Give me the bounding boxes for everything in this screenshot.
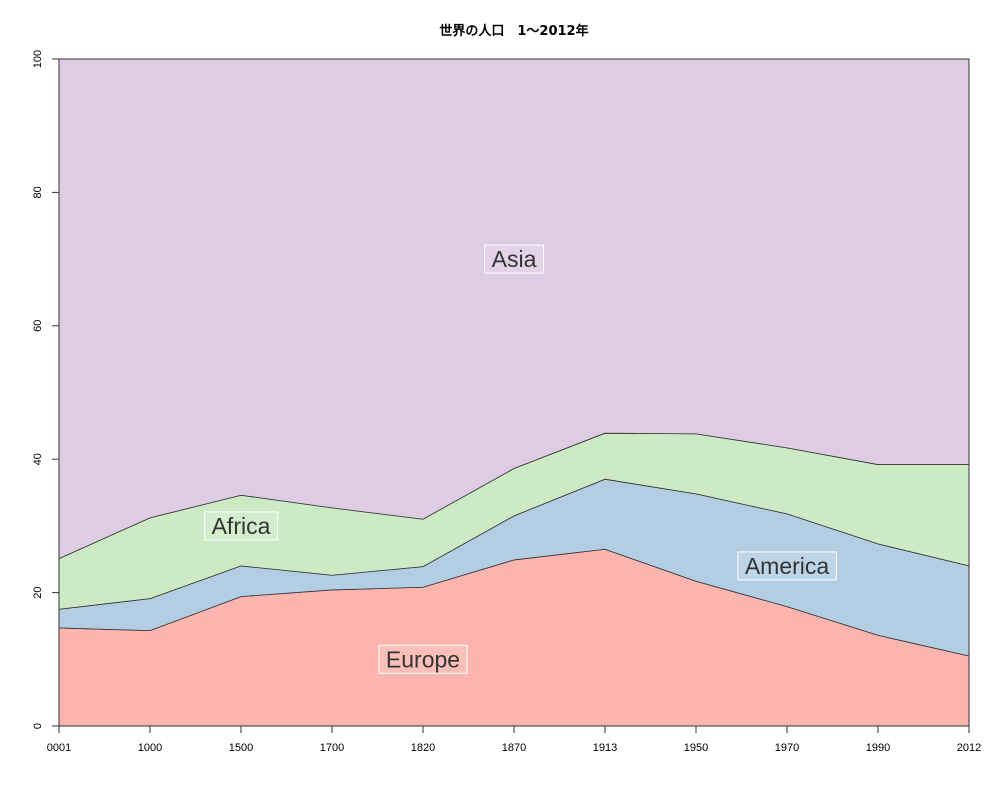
y-tick-label: 0 [32,723,44,729]
x-tick-label: 1500 [229,742,253,754]
x-tick-label: 1820 [411,742,435,754]
label-box [378,644,468,674]
y-tick-label: 60 [32,320,44,332]
label-text: Europe [386,646,460,672]
y-axis: 0 20 40 60 80 100 [32,50,60,729]
x-tick-label: 2012 [957,742,981,754]
area-labels: Europe America Africa Asia [204,244,837,674]
x-tick-label: 1870 [502,742,526,754]
area-label-america: America [737,551,837,581]
label-text: Asia [492,246,537,272]
x-tick-label: 0001 [47,742,71,754]
x-tick-label: 1700 [320,742,344,754]
x-tick-label: 1950 [684,742,708,754]
area-layers [58,58,970,727]
label-box [204,511,279,541]
area-label-europe: Europe [378,644,468,674]
area-label-africa: Africa [204,511,279,541]
label-box [737,551,837,581]
x-tick-label: 1990 [866,742,890,754]
label-text: Africa [212,513,271,539]
y-tick-label: 80 [32,186,44,198]
x-axis: 0001 1000 1500 1700 1820 1870 1913 1950 1970 1990… [47,725,981,754]
label-box [484,244,545,274]
label-text: America [745,553,830,579]
x-tick-label: 1970 [775,742,799,754]
x-tick-label: 1913 [593,742,617,754]
y-tick-label: 100 [32,50,44,68]
x-tick-label: 1000 [138,742,162,754]
area-label-asia: Asia [484,244,545,274]
y-tick-label: 40 [32,453,44,465]
chart-title: 世界の人口 1〜2012年 [439,23,588,39]
y-tick-label: 20 [32,586,44,598]
